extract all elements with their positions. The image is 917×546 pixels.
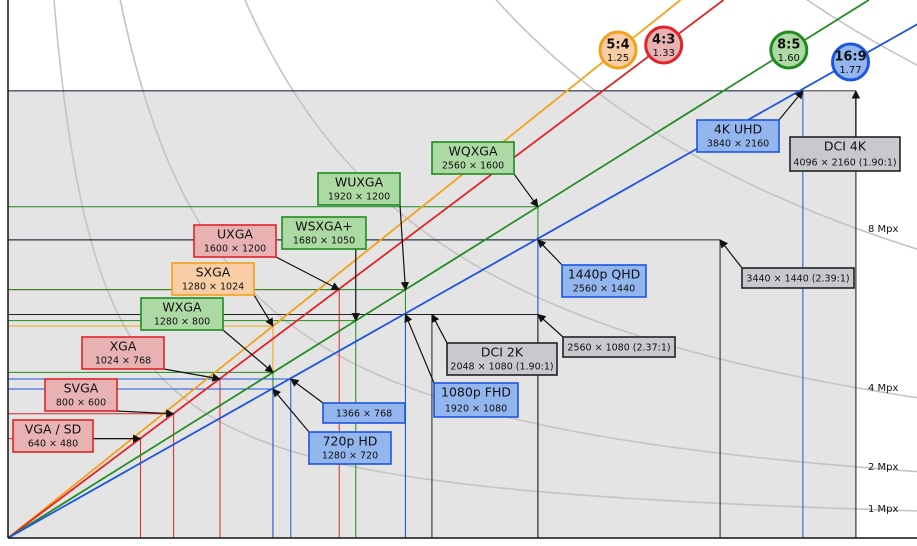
aspect-value: 1.33 bbox=[653, 48, 675, 59]
resolution-size: 1920 × 1080 bbox=[445, 404, 507, 415]
resolution-box bbox=[308, 431, 392, 465]
aspect-label: 8:5 bbox=[777, 38, 800, 53]
aspect-label: 5:4 bbox=[606, 38, 629, 53]
pointer-arrow bbox=[719, 239, 743, 269]
resolution-name: XGA bbox=[110, 339, 137, 354]
resolution-size: 2560 × 1080 (2.37:1) bbox=[567, 343, 670, 354]
resolution-name: WXGA bbox=[162, 300, 202, 315]
resolution-size: 2048 × 1080 (1.90:1) bbox=[450, 362, 553, 373]
pointer-arrow bbox=[537, 239, 563, 266]
aspect-line bbox=[7, 0, 870, 539]
aspect-badge bbox=[831, 42, 871, 82]
aspect-badge bbox=[769, 30, 809, 70]
resolution-box bbox=[140, 297, 224, 331]
resolution-name: DCI 4K bbox=[824, 139, 867, 154]
pointer-arrow bbox=[253, 294, 274, 327]
resolution-size: 640 × 480 bbox=[28, 439, 78, 450]
megapixel-curve bbox=[244, 0, 917, 399]
resolution-size: 1024 × 768 bbox=[95, 356, 151, 367]
resolution-box bbox=[431, 141, 515, 175]
pointer-arrow bbox=[778, 90, 804, 121]
resolution-size: 1280 × 1024 bbox=[182, 282, 244, 293]
resolution-name: SXGA bbox=[196, 265, 231, 280]
resolution-size: 1680 × 1050 bbox=[293, 236, 355, 247]
resolution-size: 1600 × 1200 bbox=[204, 244, 266, 255]
resolution-box bbox=[44, 378, 118, 412]
resolution-box bbox=[322, 402, 406, 424]
resolution-name: WSXGA+ bbox=[295, 219, 353, 234]
aspect-badge bbox=[644, 25, 684, 65]
megapixel-curve bbox=[53, 0, 917, 512]
resolution-name: 1440p QHD bbox=[568, 267, 641, 282]
aspect-line bbox=[7, 0, 682, 539]
resolution-box bbox=[741, 267, 855, 289]
pointer-arrow bbox=[272, 388, 310, 433]
aspect-label: 4:3 bbox=[652, 33, 675, 48]
resolution-size: 1280 × 800 bbox=[154, 317, 210, 328]
megapixel-label: 8 Mpx bbox=[868, 224, 899, 235]
resolution-box bbox=[193, 224, 277, 258]
megapixel-label: 1 Mpx bbox=[868, 504, 899, 515]
resolution-name: DCI 2K bbox=[481, 345, 524, 360]
aspect-value: 1.77 bbox=[839, 65, 861, 76]
pointer-arrow bbox=[290, 378, 324, 404]
resolution-box bbox=[171, 262, 255, 296]
resolution-name: UXGA bbox=[217, 227, 253, 242]
resolution-size: 3840 × 2160 bbox=[707, 139, 769, 150]
pointer-arrow bbox=[537, 313, 564, 338]
resolution-size: 2560 × 1600 bbox=[442, 161, 504, 172]
resolution-size: 2560 × 1440 bbox=[573, 284, 635, 295]
resolution-box bbox=[696, 119, 780, 153]
resolution-box bbox=[446, 342, 558, 376]
pointer-arrow bbox=[513, 173, 539, 208]
megapixel-label: 4 Mpx bbox=[868, 383, 899, 394]
resolution-size: 800 × 600 bbox=[56, 398, 106, 409]
resolution-name: WUXGA bbox=[335, 175, 384, 190]
pointer-arrow bbox=[431, 313, 448, 344]
resolution-box bbox=[317, 172, 401, 206]
resolution-box bbox=[433, 382, 519, 418]
aspect-label: 16:9 bbox=[834, 50, 866, 65]
resolution-size: 3440 × 1440 (2.39:1) bbox=[746, 274, 849, 285]
aspect-value: 1.60 bbox=[778, 53, 800, 64]
pointer-arrow bbox=[404, 313, 435, 384]
resolution-size: 1366 × 768 bbox=[336, 409, 392, 420]
aspect-line bbox=[7, 0, 725, 539]
megapixel-label: 2 Mpx bbox=[868, 462, 899, 473]
pointer-arrow bbox=[222, 329, 274, 373]
pointer-arrow bbox=[116, 409, 175, 418]
resolution-box bbox=[81, 336, 165, 370]
resolution-size: 1280 × 720 bbox=[322, 451, 378, 462]
resolution-box bbox=[12, 419, 94, 453]
resolution-size: 1920 × 1200 bbox=[328, 192, 390, 203]
resolution-box bbox=[561, 264, 647, 298]
aspect-line bbox=[7, 23, 917, 539]
resolution-name: 4K UHD bbox=[714, 122, 762, 137]
resolution-name: VGA / SD bbox=[25, 422, 82, 437]
aspect-badge bbox=[598, 30, 638, 70]
resolution-name: 1080p FHD bbox=[441, 385, 511, 400]
resolution-box bbox=[562, 336, 676, 358]
pointer-arrow bbox=[399, 204, 410, 291]
resolution-name: 720p HD bbox=[323, 434, 378, 449]
resolution-box bbox=[281, 216, 367, 250]
aspect-value: 1.25 bbox=[607, 53, 629, 64]
resolution-name: SVGA bbox=[64, 381, 99, 396]
pointer-arrow bbox=[163, 368, 221, 382]
resolution-box bbox=[789, 136, 901, 172]
resolution-name: WQXGA bbox=[449, 144, 498, 159]
resolution-size: 4096 × 2160 (1.90:1) bbox=[793, 158, 896, 169]
pointer-arrow bbox=[275, 256, 340, 291]
megapixel-curve bbox=[495, 0, 917, 250]
